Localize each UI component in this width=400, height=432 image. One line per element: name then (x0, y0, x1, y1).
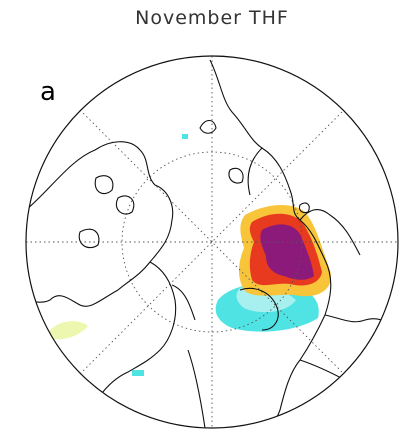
flux-anomaly-shading (50, 134, 331, 376)
map-area (26, 56, 398, 428)
coastlines (26, 59, 398, 428)
graticule (26, 56, 398, 428)
map-boundary (25, 55, 399, 429)
panel-label: a (40, 77, 56, 107)
map-title: November THF (135, 7, 289, 29)
